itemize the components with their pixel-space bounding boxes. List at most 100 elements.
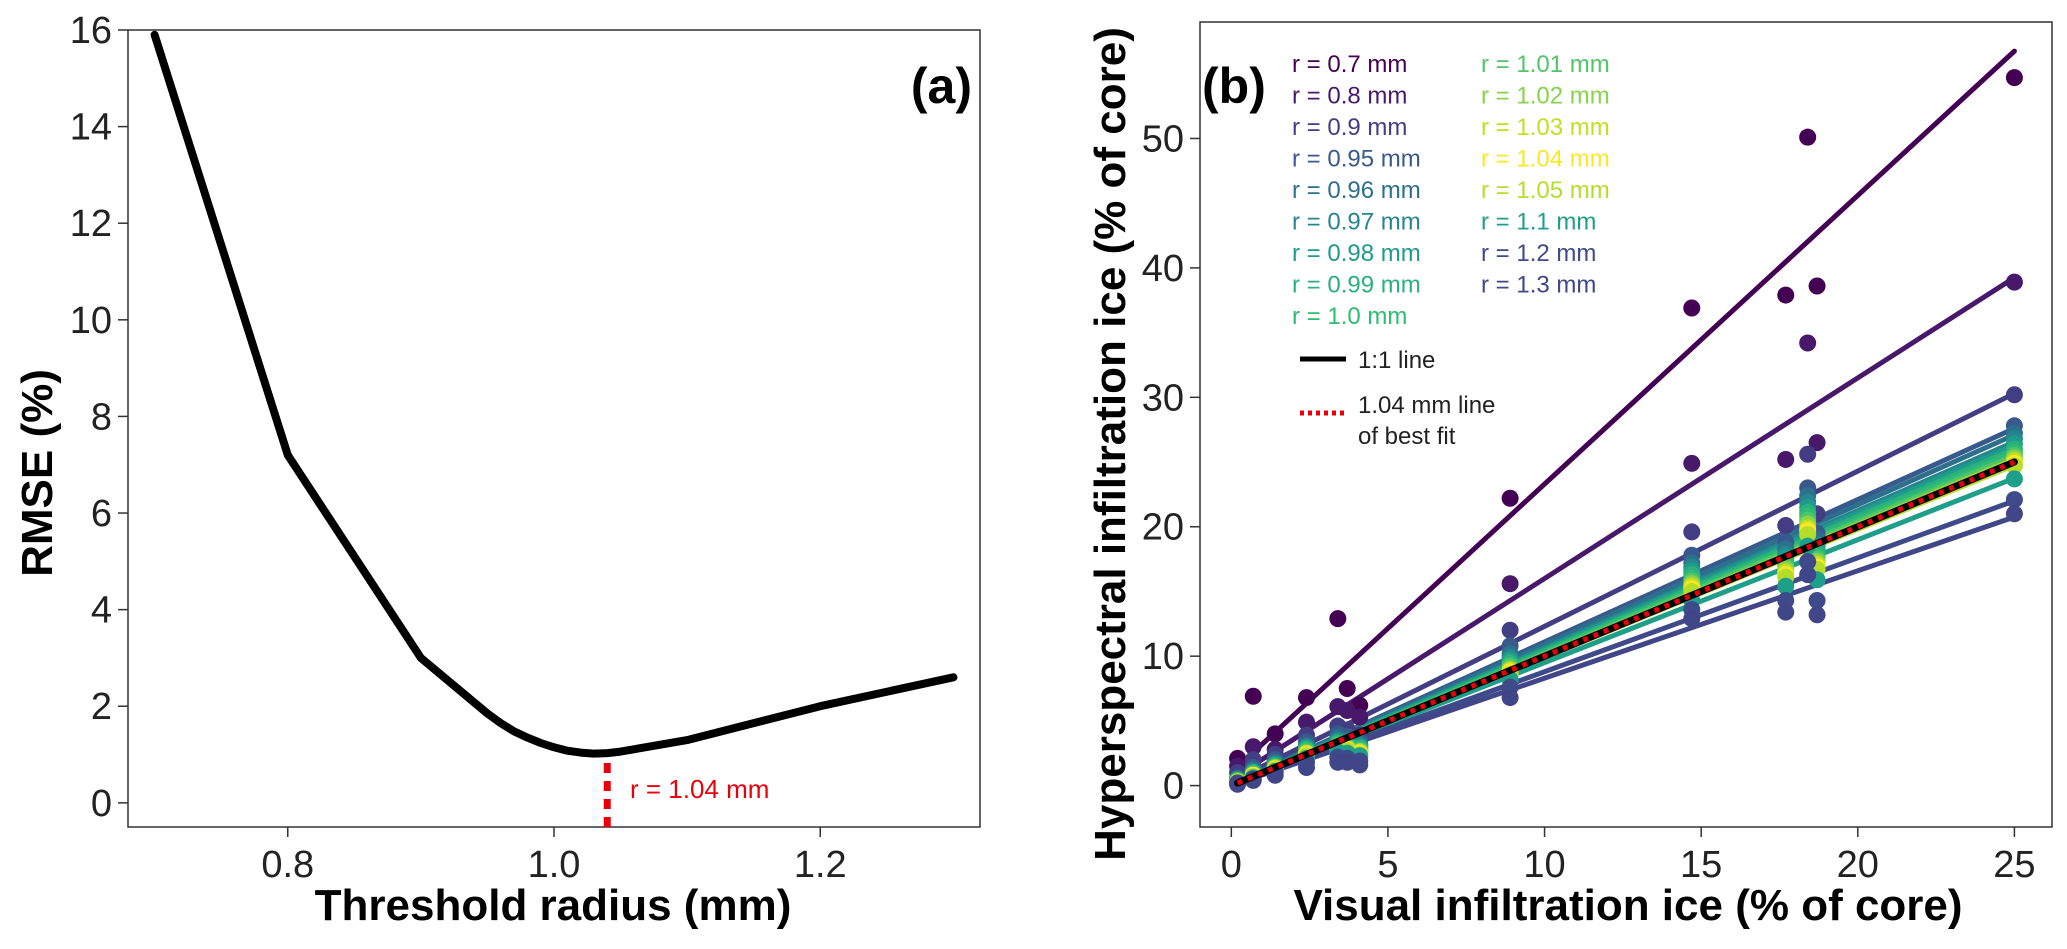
panel-a-y-tick-label: 12: [70, 203, 112, 245]
data-point: [1683, 610, 1701, 628]
data-point: [1808, 434, 1826, 452]
panel-a-y-tick-label: 16: [70, 10, 112, 52]
legend-entry: r = 1.0 mm: [1292, 303, 1407, 330]
legend-entry: r = 0.96 mm: [1292, 177, 1421, 204]
panel-a-x-axis-label: Threshold radius (mm): [315, 881, 792, 930]
panel-a-plot-frame: [127, 29, 981, 828]
data-point: [1244, 687, 1262, 705]
panel-a-y-axis-label: RMSE (%): [13, 369, 62, 577]
data-point: [1777, 286, 1795, 304]
data-point: [1351, 756, 1369, 774]
data-point: [1683, 523, 1701, 541]
panel-b-x-tick-label: 10: [1523, 844, 1565, 886]
data-point: [1808, 592, 1826, 610]
data-point: [1683, 454, 1701, 472]
data-point: [1244, 738, 1262, 756]
panel-b-x-tick-label: 15: [1680, 844, 1722, 886]
data-point: [1777, 516, 1795, 534]
legend-entry: r = 1.01 mm: [1481, 51, 1610, 78]
legend-entry: r = 1.04 mm: [1481, 146, 1610, 173]
data-point: [1329, 610, 1347, 628]
panel-a-x-tick-label: 1.2: [794, 844, 847, 886]
data-point: [2005, 505, 2023, 523]
panel-a-x-tick-label: 1.0: [528, 844, 581, 886]
data-point: [1298, 758, 1315, 776]
panel-a-x-tick-label: 0.8: [261, 844, 314, 886]
panel-b-plot-frame: [1199, 21, 2053, 828]
data-point: [1799, 334, 1817, 352]
rmse-curve: [150, 30, 958, 758]
panel-a-y-tick-label: 10: [70, 300, 112, 342]
fit-line: [1235, 48, 2017, 770]
data-point: [1501, 575, 1519, 593]
panel-b-x-tick-label: 5: [1377, 844, 1398, 886]
data-point: [1501, 489, 1519, 507]
panel-b-scatter-chart: (b) Visual infiltration ice (% of core) …: [1086, 21, 2053, 930]
data-point: [1351, 708, 1369, 726]
data-point: [1808, 277, 1826, 295]
data-point: [2005, 273, 2023, 291]
data-point: [1298, 689, 1315, 707]
data-point: [2005, 386, 2023, 404]
panel-a-y-tick-label: 2: [91, 686, 112, 728]
panel-b-y-tick-label: 20: [1142, 507, 1184, 549]
data-point: [1777, 450, 1795, 468]
panel-a-y-tick-label: 0: [91, 783, 112, 825]
fit-line: [1235, 275, 2017, 778]
panel-a-y-tick-label: 14: [70, 107, 112, 149]
legend-entry: r = 0.99 mm: [1292, 272, 1421, 299]
panel-b-x-tick-label: 0: [1221, 844, 1242, 886]
data-point: [1338, 680, 1356, 698]
data-point: [1799, 553, 1817, 571]
legend-entry: r = 1.03 mm: [1481, 114, 1610, 141]
legend-entry: r = 0.98 mm: [1292, 240, 1421, 267]
panel-b-tag: (b): [1202, 58, 1266, 114]
data-point: [1777, 603, 1795, 621]
data-point: [2005, 491, 2023, 509]
data-point: [1501, 689, 1519, 707]
legend-one-to-one-label: 1:1 line: [1358, 347, 1435, 374]
panel-b-y-tick-label: 50: [1142, 118, 1184, 160]
legend-entry: r = 0.8 mm: [1292, 83, 1407, 110]
panel-a-tag: (a): [911, 58, 972, 114]
panel-a-y-tick-label: 8: [91, 396, 112, 438]
legend-best-fit-label: 1.04 mm line: [1358, 392, 1495, 419]
data-point: [2005, 69, 2023, 87]
legend-entry: r = 0.7 mm: [1292, 51, 1407, 78]
data-point: [1808, 606, 1826, 624]
legend-entry: r = 0.9 mm: [1292, 114, 1407, 141]
panel-b-y-tick-label: 40: [1142, 248, 1184, 290]
data-point: [1298, 713, 1315, 731]
legend-entry: r = 0.95 mm: [1292, 146, 1421, 173]
rmse-minimum-annotation: r = 1.04 mm: [630, 774, 769, 804]
panel-b-y-tick-label: 0: [1163, 766, 1184, 808]
data-point: [2005, 470, 2023, 488]
panel-b-y-axis-label: Hyperspectral infiltration ice (% of cor…: [1086, 27, 1135, 861]
panel-a-y-tick-label: 6: [91, 493, 112, 535]
panel-b-y-tick-label: 10: [1142, 636, 1184, 678]
data-point: [1777, 592, 1795, 610]
data-point: [1683, 299, 1701, 317]
data-point: [1799, 566, 1817, 584]
legend-entry: r = 1.3 mm: [1481, 272, 1596, 299]
panel-b-y-tick-label: 30: [1142, 377, 1184, 419]
legend-entry: r = 1.1 mm: [1481, 209, 1596, 236]
data-point: [1777, 577, 1795, 595]
data-point: [1266, 725, 1284, 743]
legend-entry: r = 0.97 mm: [1292, 209, 1421, 236]
legend-best-fit-label: of best fit: [1358, 423, 1456, 450]
data-point: [1799, 445, 1817, 463]
panel-b-x-tick-label: 20: [1837, 844, 1879, 886]
data-point: [1338, 702, 1356, 720]
panel-b-x-axis-label: Visual infiltration ice (% of core): [1293, 881, 1962, 930]
legend-entry: r = 1.2 mm: [1481, 240, 1596, 267]
panel-a-rmse-chart: (a) Threshold radius (mm) RMSE (%) r = 1…: [13, 10, 981, 930]
panel-a-y-tick-label: 4: [91, 590, 112, 632]
panel-b-x-tick-label: 25: [1993, 844, 2035, 886]
legend-entry: r = 1.02 mm: [1481, 83, 1610, 110]
data-point: [1501, 621, 1519, 639]
legend-entry: r = 1.05 mm: [1481, 177, 1610, 204]
data-point: [1799, 128, 1817, 146]
